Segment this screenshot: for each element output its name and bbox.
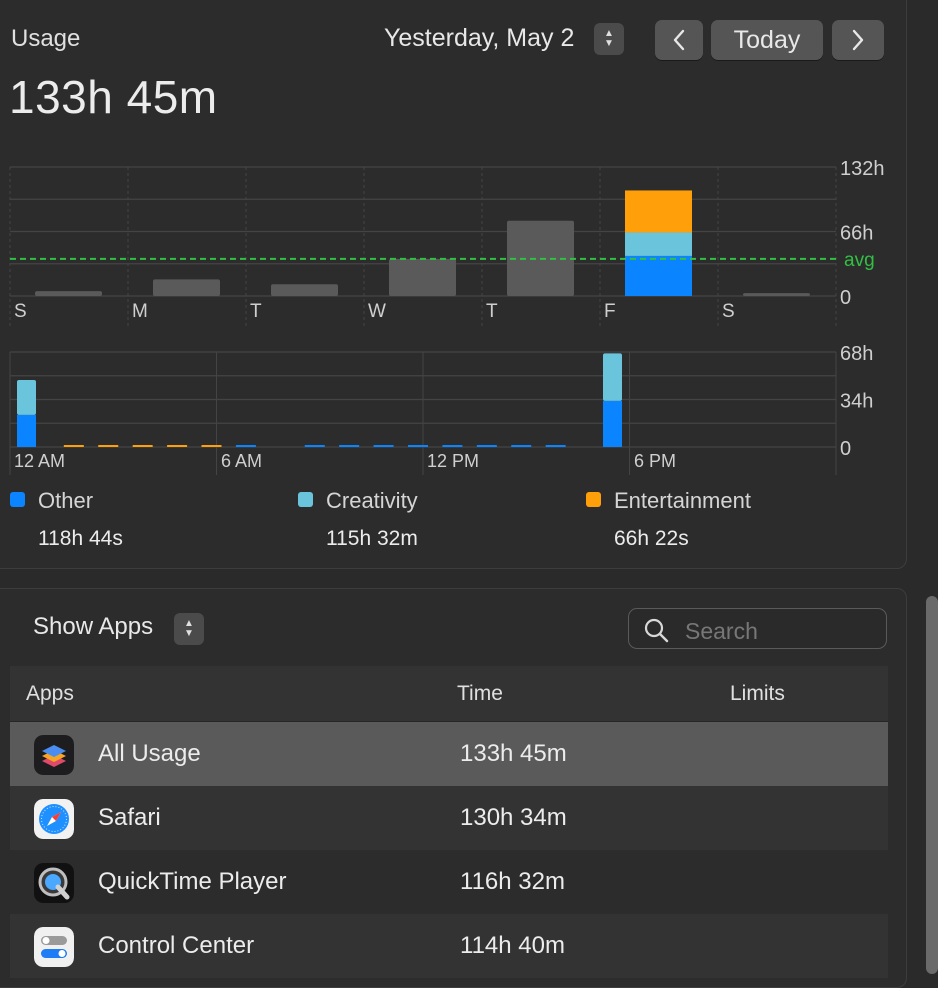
- app-time: 114h 40m: [460, 932, 565, 959]
- hourly-usage-chart: 68h 34h 0 12 AM 6 AM 12 PM 6 PM: [9, 343, 873, 475]
- legend-value-entertainment: 66h 22s: [614, 527, 689, 550]
- app-time: 133h 45m: [460, 740, 567, 767]
- x-tick-label: S: [722, 301, 735, 322]
- x-tick-label: W: [368, 301, 386, 322]
- y-tick-label: 0: [840, 287, 851, 309]
- hourly-bar-small: [408, 445, 428, 447]
- weekly-bar-segment-other: [625, 255, 692, 296]
- weekly-bar: [271, 284, 338, 296]
- scrollbar-thumb[interactable]: [926, 596, 938, 974]
- weekly-bar: [153, 279, 220, 296]
- date-stepper[interactable]: ▲ ▼: [594, 23, 624, 55]
- chevron-down-icon: ▼: [184, 628, 194, 639]
- legend-label-creativity: Creativity: [326, 488, 418, 513]
- app-time: 130h 34m: [460, 804, 567, 831]
- column-header-limits[interactable]: Limits: [730, 682, 785, 705]
- table-row[interactable]: All Usage 133h 45m: [10, 722, 888, 786]
- legend-swatch-entertainment: [586, 492, 601, 507]
- hourly-bar-segment-other: [17, 414, 36, 447]
- chevron-up-icon: ▲: [604, 28, 614, 39]
- y-tick-label: 0: [840, 438, 851, 460]
- app-name: QuickTime Player: [98, 868, 287, 895]
- total-usage: 133h 45m: [9, 71, 218, 123]
- search-icon: [644, 618, 669, 643]
- hourly-bar-small: [235, 445, 256, 447]
- hourly-bar-segment-creativity: [17, 379, 36, 415]
- column-header-apps[interactable]: Apps: [26, 682, 74, 705]
- show-apps-stepper[interactable]: ▲ ▼: [174, 613, 204, 645]
- next-button[interactable]: [832, 20, 884, 60]
- hourly-bar-small: [63, 445, 84, 447]
- page-title: Usage: [11, 25, 81, 52]
- x-tick-label: F: [604, 301, 616, 322]
- y-tick-label: 132h: [840, 158, 885, 180]
- app-time: 116h 32m: [460, 868, 565, 895]
- stack-icon: [34, 735, 74, 775]
- app-name: Safari: [98, 804, 161, 831]
- show-apps-label[interactable]: Show Apps: [33, 613, 154, 640]
- safari-icon: [34, 799, 74, 839]
- legend-label-other: Other: [38, 488, 94, 513]
- search-input[interactable]: Search: [685, 618, 758, 644]
- date-label: Yesterday, May 2: [384, 24, 575, 52]
- hourly-bar-small: [98, 445, 119, 447]
- x-tick-label: M: [132, 301, 148, 322]
- table-row[interactable]: QuickTime Player 116h 32m: [10, 850, 888, 914]
- average-label: avg: [844, 250, 875, 271]
- weekly-bar: [743, 293, 810, 296]
- hourly-bar-segment-creativity: [603, 353, 622, 401]
- table-row[interactable]: Control Center 114h 40m: [10, 914, 888, 978]
- quicktime-icon: [34, 863, 74, 903]
- app-name: All Usage: [98, 740, 201, 767]
- y-tick-label: 66h: [840, 223, 873, 245]
- legend-swatch-creativity: [298, 492, 313, 507]
- table-row[interactable]: Safari 130h 34m: [10, 786, 888, 850]
- today-button[interactable]: Today: [711, 20, 823, 60]
- hourly-bar-small: [442, 445, 463, 447]
- chevron-down-icon: ▼: [604, 38, 614, 49]
- x-tick-label: S: [14, 301, 27, 322]
- x-tick-label: 12 PM: [427, 451, 479, 471]
- y-tick-label: 68h: [840, 343, 873, 365]
- x-tick-label: 12 AM: [14, 451, 65, 471]
- weekly-bar: [389, 258, 456, 296]
- y-tick-label: 34h: [840, 391, 873, 413]
- apps-table-header: Apps Time Limits: [10, 666, 888, 722]
- hourly-bar-segment-other: [603, 400, 622, 447]
- legend-value-creativity: 115h 32m: [326, 527, 418, 550]
- weekly-bar-segment-creativity: [625, 232, 692, 256]
- legend-swatch-other: [10, 492, 25, 507]
- x-tick-label: T: [250, 301, 262, 322]
- x-tick-label: 6 AM: [221, 451, 262, 471]
- hourly-bar-small: [373, 445, 394, 447]
- legend-value-other: 118h 44s: [38, 527, 123, 550]
- previous-button[interactable]: [655, 20, 703, 60]
- app-name: Control Center: [98, 932, 255, 959]
- hourly-bar-small: [545, 445, 566, 447]
- weekly-bar-segment-entertainment: [625, 190, 692, 233]
- x-tick-label: T: [486, 301, 498, 322]
- chevron-up-icon: ▲: [184, 618, 194, 629]
- hourly-bar-small: [132, 445, 153, 447]
- hourly-bar-small: [511, 445, 532, 447]
- chevron-right-icon: [852, 29, 864, 51]
- hourly-bar-small: [167, 445, 188, 447]
- weekly-usage-chart: avg 132h 66h 0 S M T W T F S: [9, 158, 885, 326]
- hourly-bar-small: [304, 445, 325, 447]
- legend-label-entertainment: Entertainment: [614, 488, 751, 513]
- chevron-left-icon: [673, 29, 685, 51]
- column-header-time[interactable]: Time: [457, 682, 503, 705]
- hourly-bar-small: [201, 445, 222, 447]
- control-center-icon: [34, 927, 74, 967]
- weekly-bar: [35, 291, 102, 296]
- x-tick-label: 6 PM: [634, 451, 676, 471]
- hourly-bar-small: [476, 445, 497, 447]
- hourly-bar-small: [339, 445, 360, 447]
- search-field[interactable]: Search: [628, 608, 887, 649]
